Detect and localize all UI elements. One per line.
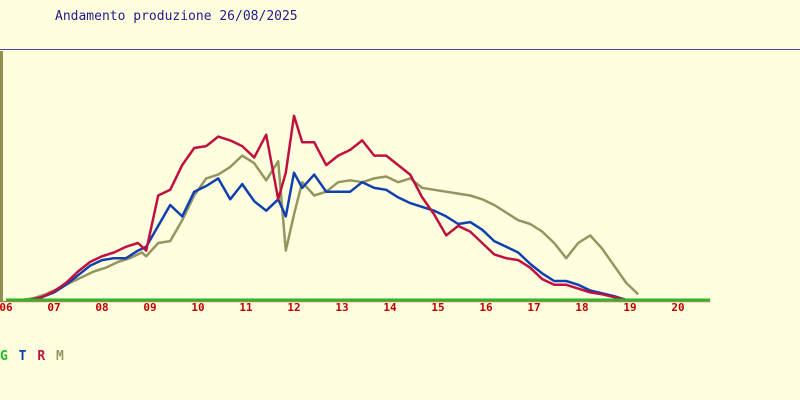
x-tick-label: 07 xyxy=(47,301,60,314)
series-layer xyxy=(6,114,711,302)
title-divider xyxy=(0,49,800,50)
x-tick-label: 16 xyxy=(479,301,493,314)
axis-layer xyxy=(0,51,710,303)
x-tick-label: 18 xyxy=(575,301,588,314)
x-tick-label: 15 xyxy=(431,301,444,314)
x-tick-label: 12 xyxy=(287,301,300,314)
x-tick-label: 11 xyxy=(239,301,253,314)
x-tick-label: 17 xyxy=(527,301,540,314)
x-tick-label: 19 xyxy=(623,301,636,314)
legend-item-t: T xyxy=(18,349,27,364)
legend: G T R M xyxy=(0,349,67,364)
series-r-line xyxy=(29,114,627,302)
x-tick-label: 20 xyxy=(671,301,684,314)
x-tick-label: 13 xyxy=(335,301,348,314)
legend-item-r: R xyxy=(37,349,46,364)
x-tick-label: 10 xyxy=(191,301,204,314)
legend-item-m: M xyxy=(55,349,64,364)
x-tick-label: 06 xyxy=(0,301,13,314)
legend-item-g: G xyxy=(0,349,8,364)
x-tick-labels: 06 07 08 09 10 11 12 13 14 15 16 17 18 19 20 xyxy=(0,301,685,314)
x-tick-label: 09 xyxy=(143,301,156,314)
x-tick-label: 14 xyxy=(383,301,397,314)
series-m-line xyxy=(21,154,640,302)
series-t-line xyxy=(29,171,627,302)
chart-title: Andamento produzione 26/08/2025 xyxy=(55,9,298,24)
x-tick-label: 08 xyxy=(95,301,108,314)
